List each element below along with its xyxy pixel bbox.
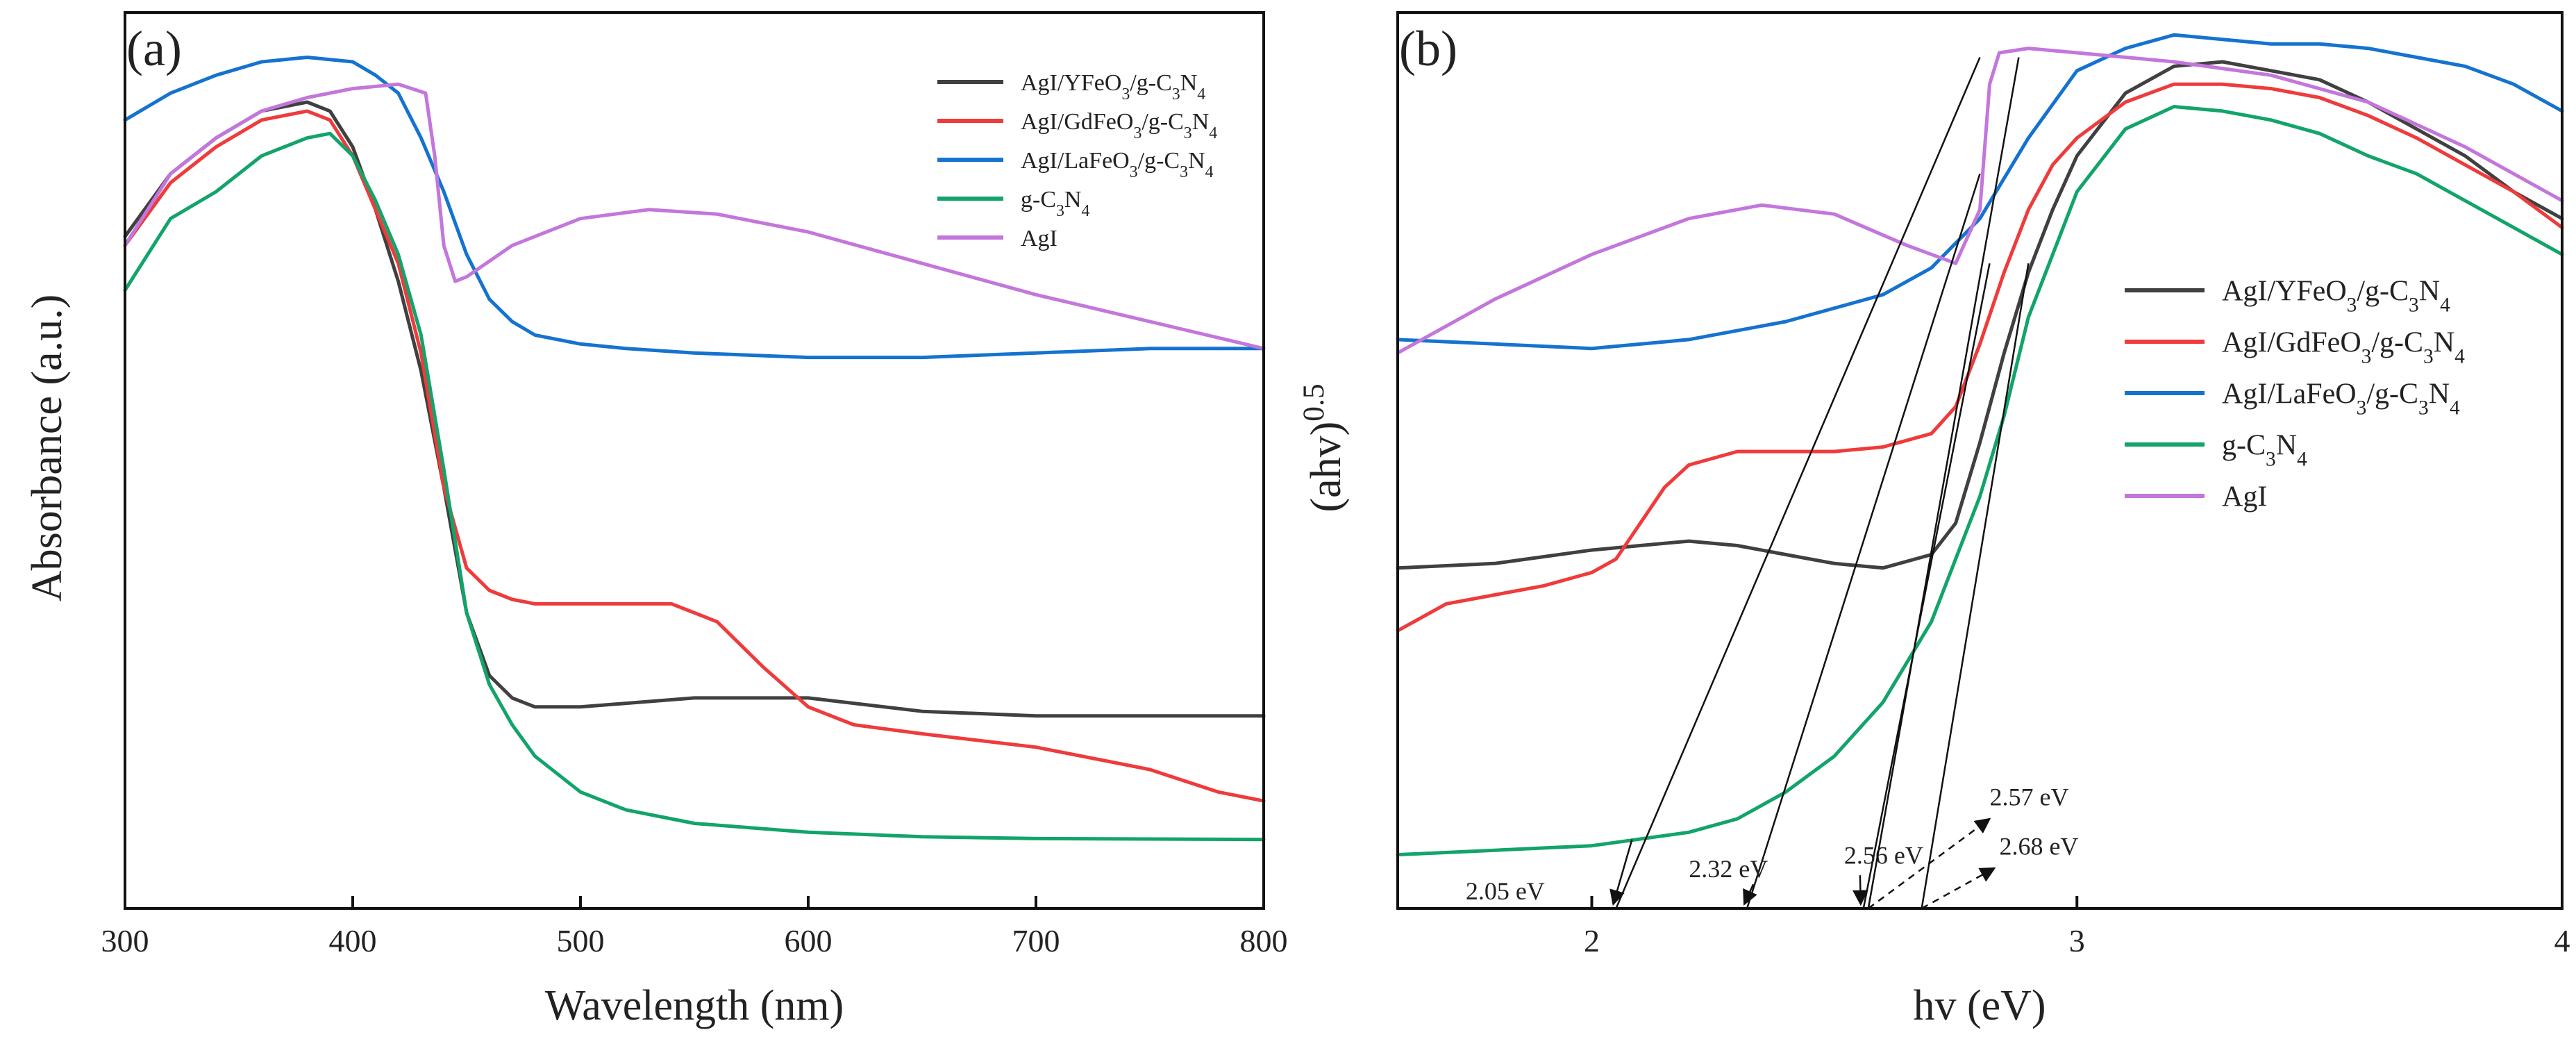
panel-a-series-g-c3n4 bbox=[123, 131, 1266, 842]
panel-a-series-agi bbox=[123, 82, 1266, 351]
panel-a-xtick-label: 500 bbox=[557, 923, 605, 958]
panel-a-xticks: 300 400 500 600 700 800 bbox=[101, 896, 1288, 958]
panel-b-gap-arrow bbox=[1921, 867, 1996, 910]
panel-b-legend: AgI/YFeO3/g-C3N4 AgI/GdFeO3/g-C3N4 AgI/LaF… bbox=[2125, 276, 2465, 513]
panel-b-legend-label-agi-gdfeo3-g-c3n4: AgI/GdFeO3/g-C3N4 bbox=[2222, 327, 2465, 368]
panel-b-ylabel: (ahv)0.5 bbox=[1297, 383, 1350, 512]
panel-a-legend-label-agi-gdfeo3-g-c3n4: AgI/GdFeO3/g-C3N4 bbox=[1021, 109, 1217, 142]
panel-b-gap-label: 2.68 eV bbox=[1999, 833, 2078, 861]
panel-b-tangent-line bbox=[1921, 263, 2030, 909]
panel-b-tangent-line bbox=[1615, 57, 1981, 909]
panel-a-legend-label-agi-yfeo3-g-c3n4: AgI/YFeO3/g-C3N4 bbox=[1021, 70, 1205, 103]
panel-a-legend-label-g-c3n4: g-C3N4 bbox=[1021, 187, 1089, 220]
panel-b-tangent-line bbox=[1862, 263, 1991, 909]
panel-b-legend-label-agi-lafeo3-g-c3n4: AgI/LaFeO3/g-C3N4 bbox=[2222, 379, 2460, 419]
panel-a-absorbance-chart: 300 400 500 600 700 800 (a) Wavelength (nm) A… bbox=[24, 11, 1288, 1029]
panel-b-xtick-label: 3 bbox=[2069, 923, 2085, 958]
panel-a-xtick-label: 700 bbox=[1012, 923, 1060, 958]
panel-b-tangent-line bbox=[1867, 57, 2020, 909]
panel-b-series-group bbox=[1396, 33, 2564, 857]
panel-a-xtick-label: 800 bbox=[1240, 923, 1288, 958]
panel-b-gap-arrow bbox=[1743, 883, 1757, 906]
panel-b-gap-arrow bbox=[1609, 839, 1633, 906]
panel-a-series-agi-yfeo3-g-c3n4 bbox=[123, 100, 1266, 718]
panel-b-gap-label: 2.32 eV bbox=[1689, 855, 1768, 883]
panel-a-xtick-label: 300 bbox=[101, 923, 149, 958]
panel-a-series-group bbox=[123, 56, 1266, 842]
panel-b-series-agi-lafeo3-g-c3n4 bbox=[1396, 33, 2564, 351]
panel-b-tangent-line bbox=[1746, 173, 1981, 909]
panel-b-gap-label: 2.56 eV bbox=[1844, 842, 1923, 870]
panel-a-ylabel: Absorbance (a.u.) bbox=[24, 294, 71, 601]
panel-b-legend-label-agi: AgI bbox=[2222, 481, 2267, 513]
panel-b-xtick-label: 4 bbox=[2554, 923, 2570, 958]
panel-b-xlabel: hv (eV) bbox=[1913, 982, 2046, 1029]
panel-a-frame bbox=[124, 11, 1265, 910]
panel-b-label: (b) bbox=[1399, 21, 1457, 76]
panel-a-xtick-label: 400 bbox=[329, 923, 377, 958]
panel-b-frame bbox=[1396, 11, 2564, 910]
panel-b-xtick-label: 2 bbox=[1584, 923, 1600, 958]
panel-b-series-g-c3n4 bbox=[1396, 105, 2564, 857]
panel-a-xtick-label: 600 bbox=[785, 923, 833, 958]
panel-a-legend-label-agi-lafeo3-g-c3n4: AgI/LaFeO3/g-C3N4 bbox=[1021, 148, 1214, 181]
panel-b-tangent-group: 2.05 eV 2.32 eV 2.56 eV 2.57 eV 2.68 eV bbox=[1466, 57, 2078, 910]
panel-b-legend-label-agi-yfeo3-g-c3n4: AgI/YFeO3/g-C3N4 bbox=[2222, 276, 2450, 317]
panel-a-label: (a) bbox=[126, 21, 182, 76]
panel-a-legend-label-agi: AgI bbox=[1021, 226, 1057, 251]
panel-b-gap-arrow bbox=[1852, 875, 1868, 906]
panel-b-legend-label-g-c3n4: g-C3N4 bbox=[2222, 430, 2307, 471]
panel-b-gap-label: 2.57 eV bbox=[1989, 783, 2068, 811]
panel-a-series-agi-lafeo3-g-c3n4 bbox=[123, 56, 1266, 360]
panel-a-legend: AgI/YFeO3/g-C3N4 AgI/GdFeO3/g-C3N4 AgI/LaF… bbox=[937, 70, 1217, 251]
panel-b-gap-label: 2.05 eV bbox=[1466, 877, 1545, 905]
panel-a-xlabel: Wavelength (nm) bbox=[545, 982, 844, 1029]
panel-a-series-agi-gdfeo3-g-c3n4 bbox=[123, 109, 1266, 803]
panel-b-xticks: 2 3 4 bbox=[1584, 896, 2570, 958]
panel-b-series-agi bbox=[1396, 47, 2564, 355]
